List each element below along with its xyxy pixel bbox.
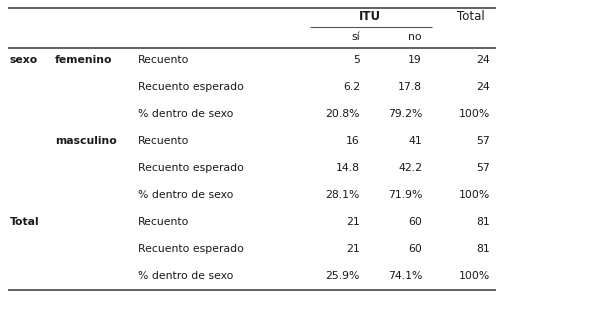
Text: 74.1%: 74.1% <box>388 271 422 281</box>
Text: 16: 16 <box>346 136 360 146</box>
Text: % dentro de sexo: % dentro de sexo <box>138 190 233 200</box>
Text: sexo: sexo <box>10 55 38 65</box>
Text: 81: 81 <box>476 244 490 254</box>
Text: 28.1%: 28.1% <box>326 190 360 200</box>
Text: 57: 57 <box>476 163 490 173</box>
Text: 19: 19 <box>408 55 422 65</box>
Text: 42.2: 42.2 <box>398 163 422 173</box>
Text: 17.8: 17.8 <box>398 82 422 92</box>
Text: % dentro de sexo: % dentro de sexo <box>138 271 233 281</box>
Text: 14.8: 14.8 <box>336 163 360 173</box>
Text: ITU: ITU <box>359 11 381 23</box>
Text: sí: sí <box>352 32 360 42</box>
Text: masculino: masculino <box>55 136 117 146</box>
Text: 5: 5 <box>353 55 360 65</box>
Text: 41: 41 <box>408 136 422 146</box>
Text: 100%: 100% <box>459 109 490 119</box>
Text: Recuento: Recuento <box>138 136 189 146</box>
Text: 21: 21 <box>346 217 360 227</box>
Text: Recuento: Recuento <box>138 55 189 65</box>
Text: 21: 21 <box>346 244 360 254</box>
Text: Total: Total <box>457 11 485 23</box>
Text: % dentro de sexo: % dentro de sexo <box>138 109 233 119</box>
Text: 24: 24 <box>476 82 490 92</box>
Text: femenino: femenino <box>55 55 112 65</box>
Text: 100%: 100% <box>459 190 490 200</box>
Text: no: no <box>408 32 422 42</box>
Text: 100%: 100% <box>459 271 490 281</box>
Text: 60: 60 <box>408 244 422 254</box>
Text: Recuento: Recuento <box>138 217 189 227</box>
Text: 24: 24 <box>476 55 490 65</box>
Text: 20.8%: 20.8% <box>326 109 360 119</box>
Text: Recuento esperado: Recuento esperado <box>138 82 244 92</box>
Text: 25.9%: 25.9% <box>326 271 360 281</box>
Text: Total: Total <box>10 217 40 227</box>
Text: 60: 60 <box>408 217 422 227</box>
Text: 81: 81 <box>476 217 490 227</box>
Text: Recuento esperado: Recuento esperado <box>138 163 244 173</box>
Text: Recuento esperado: Recuento esperado <box>138 244 244 254</box>
Text: 6.2: 6.2 <box>343 82 360 92</box>
Text: 57: 57 <box>476 136 490 146</box>
Text: 79.2%: 79.2% <box>388 109 422 119</box>
Text: 71.9%: 71.9% <box>388 190 422 200</box>
